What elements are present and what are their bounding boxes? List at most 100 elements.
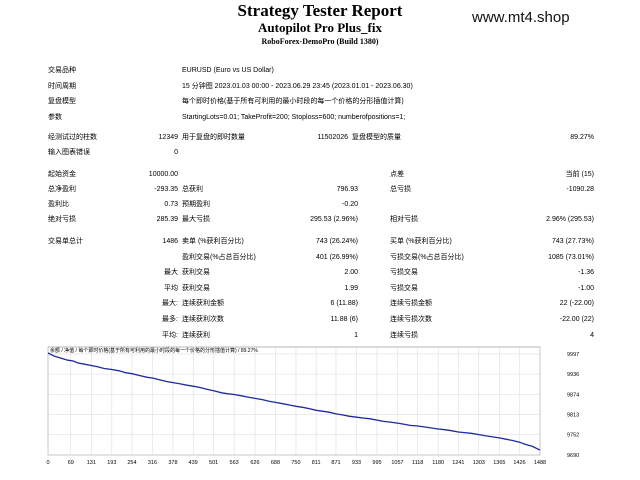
stat-label: 总净盈利 [48, 186, 76, 193]
x-tick-label: 871 [331, 460, 340, 466]
stat-value: 4 [590, 332, 594, 339]
stat-value: 2.00 [344, 269, 358, 276]
x-tick-label: 439 [189, 460, 198, 466]
info-value: EURUSD (Euro vs US Dollar) [182, 67, 274, 74]
info-row-model: 复盘模型 每个即时价格(基于所有可利用的最小时段的每一个价格的分形插值计算) [0, 96, 640, 107]
bars-label: 经测试过的柱数 [48, 134, 97, 141]
stat-value: -0.20 [342, 201, 358, 208]
plot-area [47, 346, 541, 456]
stat-label: 绝对亏损 [48, 216, 76, 223]
x-tick-label: 1241 [452, 460, 464, 466]
stat-label: 最大亏损 [182, 216, 210, 223]
stat-value: -1.00 [578, 285, 594, 292]
x-tick-label: 254 [127, 460, 136, 466]
balance-line [47, 352, 541, 451]
info-label: 交易品种 [48, 67, 76, 74]
info-row-parameters: 参数 StartingLots=0.01; TakeProfit=200; St… [0, 112, 640, 123]
stats-row-profitloss: 盈利交易(%占总百分比) 401 (26.99%) 亏损交易(%占总百分比) 1… [0, 252, 640, 263]
x-tick-label: 1426 [513, 460, 525, 466]
info-row-symbol: 交易品种 EURUSD (Euro vs US Dollar) [0, 65, 640, 76]
errors-value: 0 [174, 149, 178, 156]
stat-value: 1 [354, 332, 358, 339]
stat-label: 平均: [162, 332, 178, 339]
stat-label: 连续亏损 [390, 332, 418, 339]
stat-value: -1090.28 [566, 186, 594, 193]
stat-label: 获利交易 [182, 269, 210, 276]
y-tick-label: 9813 [567, 413, 579, 419]
y-tick-label: 9997 [567, 352, 579, 358]
bars-row: 经测试过的柱数 12349 用于复盘的即时数量 11502026 复盘模型的质量… [0, 132, 640, 143]
stat-label: 亏损交易 [390, 269, 418, 276]
info-row-period: 时间周期 15 分钟图 2023.01.03 00:00 - 2023.06.2… [0, 81, 640, 92]
stats-row-avgconsec: 平均: 连续获利 1 连续亏损 4 [0, 330, 640, 341]
info-value: StartingLots=0.01; TakeProfit=200; Stopl… [182, 114, 406, 121]
stats-row-profit: 总净盈利 -293.35 总获利 796.93 总亏损 -1090.28 [0, 184, 640, 195]
stats-row-largest: 最大 获利交易 2.00 亏损交易 -1.36 [0, 267, 640, 278]
x-tick-label: 1057 [391, 460, 403, 466]
expert-name: Autopilot Pro Plus_fix [258, 20, 382, 35]
watermark: www.mt4.shop [472, 9, 570, 26]
stat-label: 平均 [164, 285, 178, 292]
stat-label: 最大 [164, 269, 178, 276]
x-tick-label: 0 [46, 460, 49, 466]
x-tick-label: 1488 [534, 460, 546, 466]
stat-value: 796.93 [336, 186, 358, 193]
stat-value: 0.73 [164, 201, 178, 208]
info-value: 15 分钟图 2023.01.03 00:00 - 2023.06.29 23:… [182, 83, 413, 90]
y-tick-label: 9874 [567, 392, 579, 398]
stat-value: 295.53 (2.96%) [310, 216, 358, 223]
stats-row-average: 平均 获利交易 1.99 亏损交易 -1.00 [0, 283, 640, 294]
stats-row-trades: 交易单总计 1486 卖单 (%获利百分比) 743 (26.24%) 买单 (… [0, 236, 640, 247]
x-tick-label: 933 [352, 460, 361, 466]
stat-label: 盈利交易(%占总百分比) [182, 254, 256, 261]
stat-value: -1.36 [578, 269, 594, 276]
stat-label: 总获利 [182, 186, 203, 193]
stat-label: 点差 [390, 171, 404, 178]
server-build: RoboForex-DemoPro (Build 1380) [261, 37, 379, 46]
balance-chart: 9997 9936 9874 9813 9752 9690 0 69 131 193 254 316 3… [46, 346, 579, 466]
stat-value: 1085 (73.01%) [548, 254, 594, 261]
stat-value: -293.35 [154, 186, 178, 193]
x-tick-label: 1365 [493, 460, 505, 466]
x-tick-label: 1303 [473, 460, 485, 466]
info-label: 参数 [48, 114, 62, 121]
x-tick-label: 69 [68, 460, 74, 466]
stat-label: 最多: [162, 316, 178, 323]
stat-label: 亏损交易(%占总百分比) [390, 254, 464, 261]
stat-label: 买单 (%获利百分比) [390, 238, 452, 245]
stat-label: 连续获利 [182, 332, 210, 339]
x-tick-label: 626 [250, 460, 259, 466]
y-tick-label: 9690 [567, 453, 579, 459]
stat-value: 10000.00 [148, 171, 178, 178]
stat-label: 总亏损 [390, 186, 411, 193]
stats-row-deposit: 起始资金 10000.00 点差 当前 (15) [0, 169, 640, 180]
stat-value: 1.99 [344, 285, 358, 292]
quality-value: 89.27% [570, 134, 594, 141]
stat-label: 相对亏损 [390, 216, 418, 223]
x-tick-label: 688 [271, 460, 280, 466]
stats-row-factor: 盈利比 0.73 预期盈利 -0.20 [0, 199, 640, 210]
stat-value: 743 (26.24%) [315, 238, 358, 245]
errors-label: 输入图表错误 [48, 149, 90, 156]
info-label: 时间周期 [48, 83, 76, 90]
x-tick-label: 750 [291, 460, 300, 466]
stat-label: 连续获利金额 [182, 300, 224, 307]
stat-value: 6 (11.88) [330, 300, 359, 307]
stat-value: 11.88 (6) [330, 316, 359, 323]
stat-value: 当前 (15) [565, 171, 594, 178]
x-tick-label: 131 [87, 460, 96, 466]
x-tick-label: 316 [148, 460, 157, 466]
x-tick-label: 1118 [412, 460, 423, 466]
stat-label: 获利交易 [182, 285, 210, 292]
info-label: 复盘模型 [48, 98, 76, 105]
y-tick-label: 9752 [567, 433, 579, 439]
stat-label: 连续亏损金额 [390, 300, 432, 307]
stats-row-maximal: 最多: 连续获利次数 11.88 (6) 连续亏损次数 -22.00 (22) [0, 314, 640, 325]
ticks-label: 用于复盘的即时数量 [182, 134, 245, 141]
x-tick-label: 995 [372, 460, 381, 466]
stat-label: 亏损交易 [390, 285, 418, 292]
stat-value: 401 (26.99%) [315, 254, 358, 261]
x-tick-label: 378 [168, 460, 177, 466]
stat-label: 连续亏损次数 [390, 316, 432, 323]
stat-value: 1486 [162, 238, 178, 245]
